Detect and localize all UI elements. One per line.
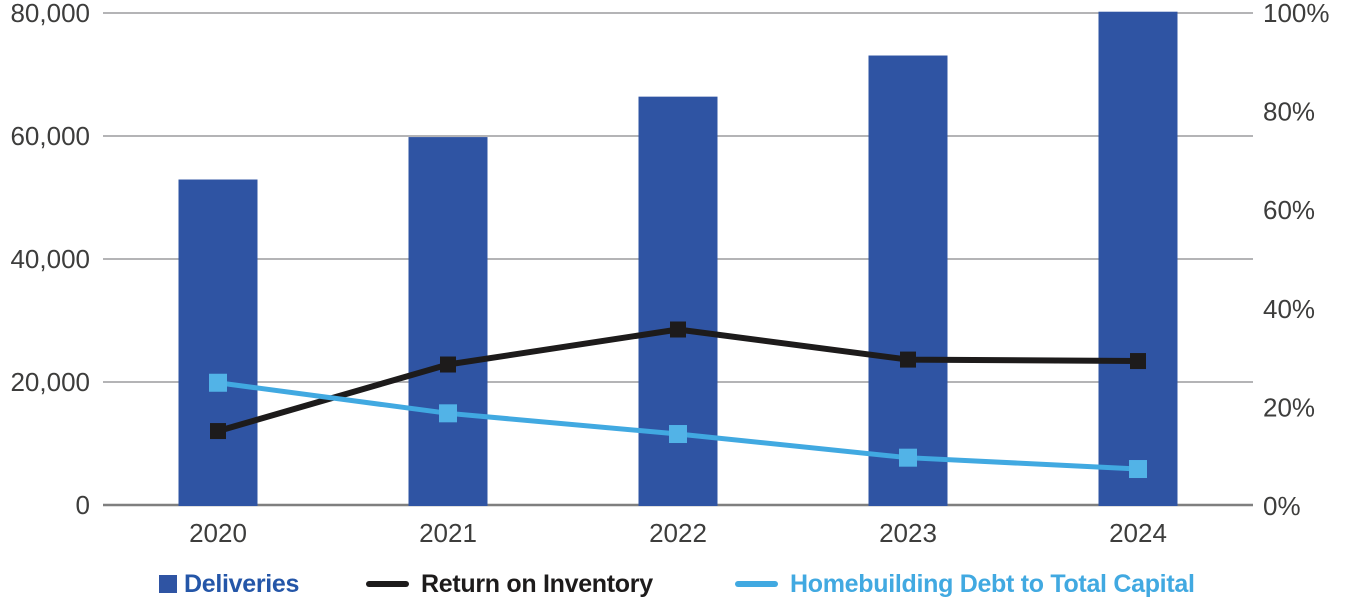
marker-2024: [1129, 460, 1147, 479]
legend-item-homebuilding-debt: Homebuilding Debt to Total Capital: [735, 566, 1195, 602]
marker-2021: [440, 356, 456, 373]
left-axis-tick-label: 0: [76, 490, 90, 520]
marker-2023: [899, 448, 917, 467]
x-axis-tick-label: 2021: [419, 518, 477, 548]
bar-2020: [178, 179, 258, 507]
right-axis-tick-label: 100%: [1263, 0, 1330, 28]
deliveries-bar-swatch-icon: [159, 575, 177, 593]
marker-2020: [209, 373, 227, 392]
legend-label-deliveries: Deliveries: [184, 569, 300, 598]
left-axis-tick-label: 20,000: [10, 367, 90, 397]
x-axis-tick-label: 2022: [649, 518, 707, 548]
right-axis-tick-label: 40%: [1263, 294, 1315, 324]
marker-2020: [210, 423, 226, 440]
marker-2023: [900, 351, 916, 368]
left-axis-tick-label: 40,000: [10, 244, 90, 274]
x-axis-tick-label: 2024: [1109, 518, 1167, 548]
x-axis-tick-label: 2020: [189, 518, 247, 548]
marker-2022: [670, 321, 686, 338]
left-axis-tick-label: 60,000: [10, 121, 90, 151]
bar-2023: [868, 55, 948, 506]
left-axis-tick-label: 80,000: [10, 0, 90, 28]
bar-2024: [1098, 11, 1178, 507]
legend-item-deliveries: Deliveries: [159, 566, 299, 602]
right-axis-tick-label: 80%: [1263, 97, 1315, 127]
bar-2021: [408, 137, 488, 507]
legend-label-homebuilding-debt: Homebuilding Debt to Total Capital: [790, 569, 1195, 598]
homebuilding-debt-line-swatch-icon: [735, 581, 778, 587]
legend-label-return-on-inventory: Return on Inventory: [421, 569, 653, 598]
bar-2022: [638, 96, 718, 506]
right-axis-tick-label: 60%: [1263, 195, 1315, 225]
marker-2021: [439, 404, 457, 423]
return-on-inventory-line-swatch-icon: [366, 581, 409, 587]
chart-legend: Deliveries Return on Inventory Homebuild…: [0, 566, 1347, 602]
x-axis-tick-label: 2023: [879, 518, 937, 548]
marker-2024: [1130, 353, 1146, 370]
marker-2022: [669, 425, 687, 444]
legend-item-return-on-inventory: Return on Inventory: [366, 566, 653, 602]
right-axis-tick-label: 0%: [1263, 491, 1301, 521]
right-axis-tick-label: 20%: [1263, 392, 1315, 422]
